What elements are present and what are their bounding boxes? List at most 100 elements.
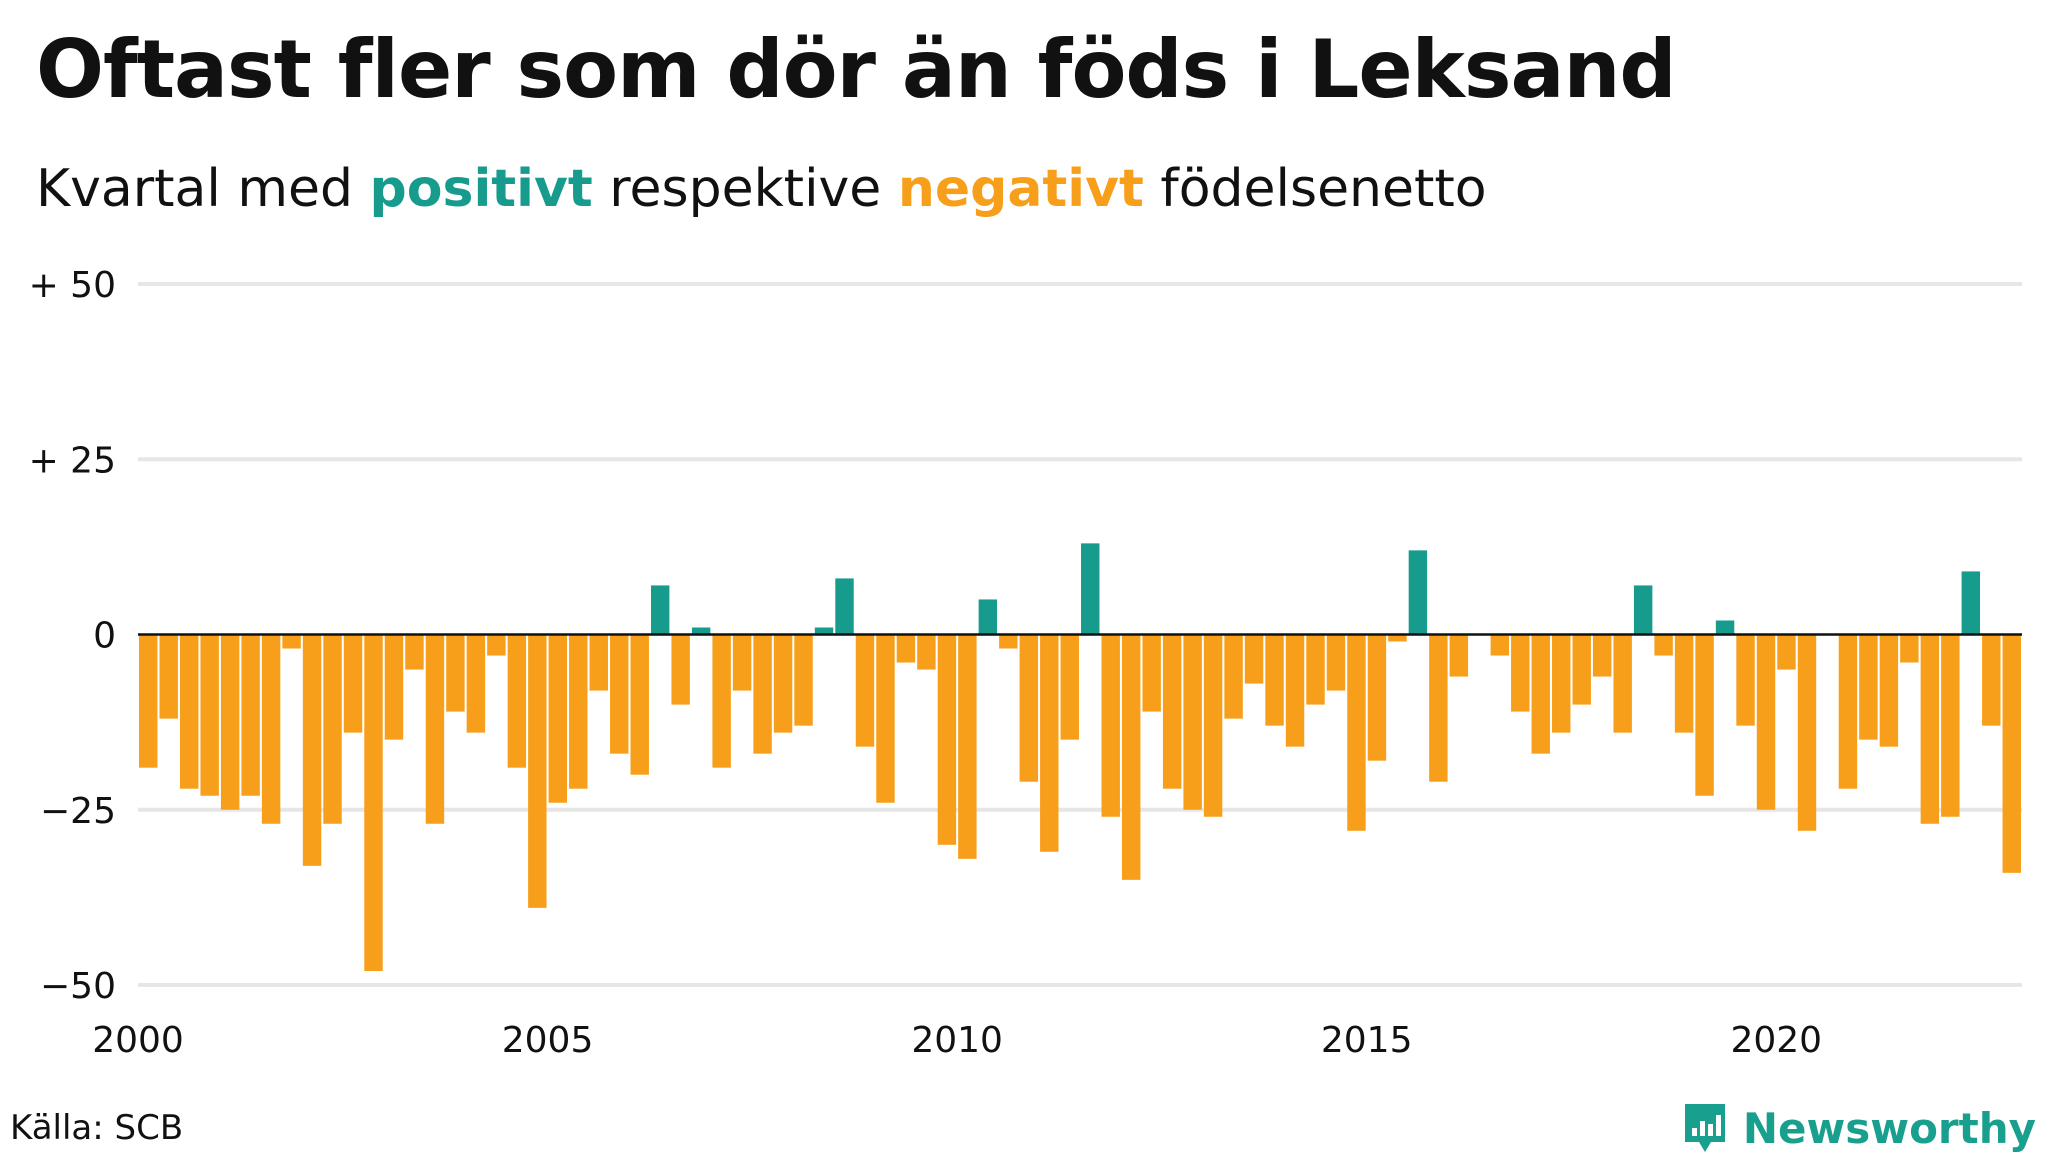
newsworthy-logo-icon xyxy=(1684,1104,1725,1152)
bar xyxy=(1797,634,1817,831)
bar xyxy=(1306,634,1325,705)
bar xyxy=(1183,634,1202,810)
bar xyxy=(753,634,772,754)
bar xyxy=(548,634,568,803)
bar xyxy=(1081,543,1100,635)
bar xyxy=(1613,634,1632,733)
bar xyxy=(773,634,793,733)
y-tick-label: −50 xyxy=(40,966,116,1007)
bar xyxy=(1695,634,1714,796)
chart-title: Oftast fler som dör än föds i Leksand xyxy=(36,23,1677,116)
bar xyxy=(466,634,486,733)
subtitle-negative-word: negativt xyxy=(897,159,1144,219)
bar xyxy=(2002,634,2021,873)
bar xyxy=(650,585,670,635)
bar xyxy=(1572,634,1591,705)
bar xyxy=(487,634,506,656)
x-tick-label: 2000 xyxy=(92,1020,184,1061)
bar xyxy=(978,599,998,635)
y-tick-label: 0 xyxy=(93,616,116,657)
bar xyxy=(1121,634,1141,880)
bar xyxy=(1060,634,1079,740)
bar xyxy=(835,578,854,635)
subtitle-positive-word: positivt xyxy=(369,159,593,219)
bar xyxy=(589,634,608,691)
subtitle-suffix: födelsenetto xyxy=(1160,159,1487,219)
bar xyxy=(1777,634,1796,670)
bar xyxy=(855,634,875,747)
bar xyxy=(1162,634,1182,789)
bar xyxy=(1654,634,1673,656)
bar xyxy=(1674,634,1694,733)
bar xyxy=(1449,634,1469,677)
bar xyxy=(1756,634,1776,810)
bar xyxy=(1552,634,1571,733)
bar xyxy=(1429,634,1448,782)
bar xyxy=(1142,634,1161,712)
x-tick-label: 2010 xyxy=(911,1020,1003,1061)
bar xyxy=(630,634,649,775)
bar xyxy=(917,634,936,670)
bar xyxy=(384,634,404,740)
bar xyxy=(159,634,178,719)
bar xyxy=(1633,585,1653,635)
bar xyxy=(446,634,465,712)
bar xyxy=(1941,634,1960,817)
bar xyxy=(876,634,895,803)
bar xyxy=(569,634,588,789)
bar xyxy=(1203,634,1223,817)
bar xyxy=(1531,634,1550,754)
bar xyxy=(1920,634,1940,824)
bar xyxy=(671,634,690,705)
bar xyxy=(1367,634,1387,761)
bar xyxy=(1265,634,1284,726)
x-tick-label: 2015 xyxy=(1321,1020,1413,1061)
bar xyxy=(302,634,322,866)
bar xyxy=(364,634,383,971)
y-tick-label: + 50 xyxy=(29,265,116,306)
bar xyxy=(1511,634,1530,712)
bar xyxy=(323,634,342,824)
bar xyxy=(1101,634,1120,817)
source-note: Källa: SCB xyxy=(10,1108,184,1148)
brand-logo: Newsworthy xyxy=(1681,1100,2036,1156)
bar xyxy=(732,634,752,691)
bar xyxy=(1224,634,1243,719)
bar xyxy=(958,634,977,859)
bar xyxy=(343,634,363,733)
bar xyxy=(1244,634,1264,684)
chart-subtitle: Kvartal med positivt respektive negativt… xyxy=(36,158,1487,220)
bar xyxy=(1019,634,1039,782)
bar xyxy=(1592,634,1612,677)
bar xyxy=(261,634,281,824)
bar xyxy=(999,634,1018,649)
bar xyxy=(200,634,219,796)
bar xyxy=(1388,634,1407,642)
y-tick-label: + 25 xyxy=(29,440,116,481)
bar xyxy=(528,634,547,908)
bar xyxy=(507,634,527,768)
x-tick-label: 2005 xyxy=(502,1020,594,1061)
bar xyxy=(712,634,731,768)
x-tick-label: 2020 xyxy=(1730,1020,1822,1061)
bar xyxy=(1900,634,1919,663)
subtitle-prefix: Kvartal med xyxy=(36,159,354,219)
bar xyxy=(241,634,260,796)
brand-name: Newsworthy xyxy=(1742,1103,2036,1153)
bar xyxy=(814,627,834,635)
bar xyxy=(179,634,199,789)
bar xyxy=(610,634,629,754)
bar xyxy=(1408,550,1428,635)
bar xyxy=(1715,620,1735,635)
bar xyxy=(425,634,445,824)
bar xyxy=(1285,634,1305,747)
bar xyxy=(896,634,916,663)
bar xyxy=(282,634,301,649)
bar xyxy=(937,634,957,845)
bar xyxy=(691,627,711,635)
bar xyxy=(1347,634,1366,831)
bar xyxy=(1490,634,1510,656)
bar xyxy=(1859,634,1878,740)
y-tick-label: −25 xyxy=(40,791,116,832)
